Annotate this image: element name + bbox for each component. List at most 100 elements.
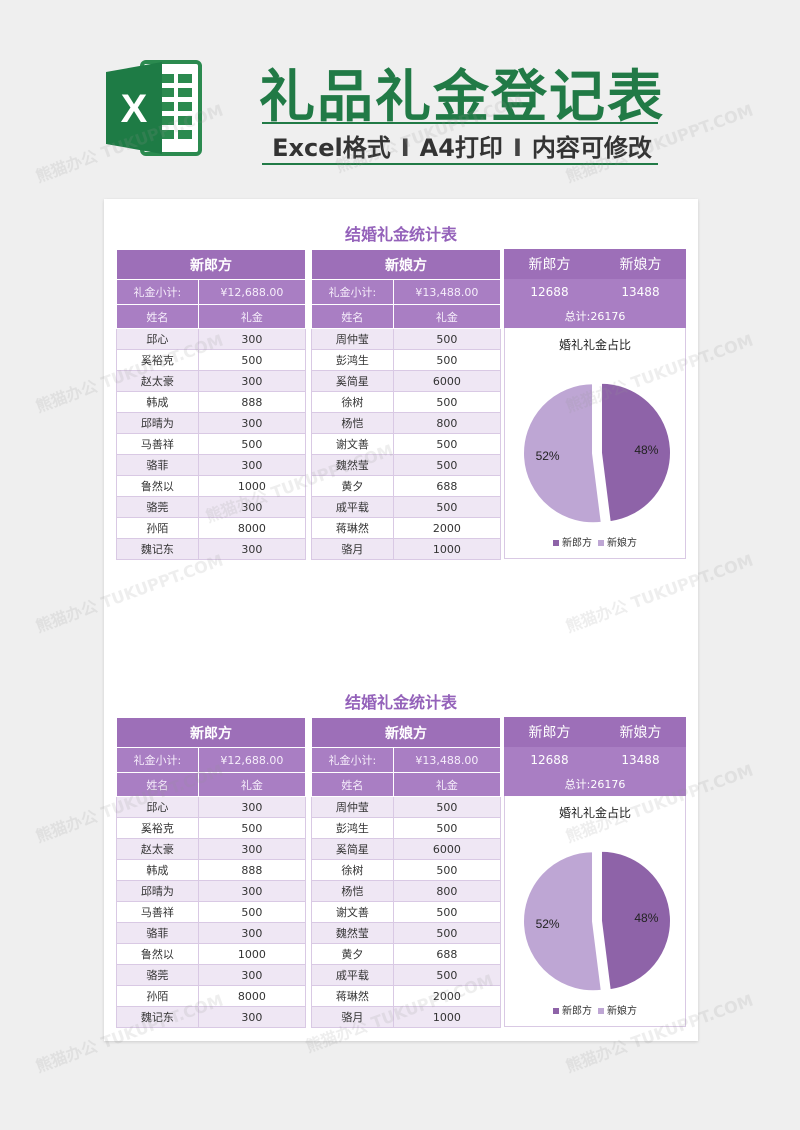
guest-name-cell: 戚平载	[311, 496, 394, 518]
summary-bride-label: 新娘方	[619, 257, 662, 273]
gift-amount-cell: 2000	[392, 985, 502, 1007]
table-row: 戚平载 500	[311, 964, 502, 986]
table-row: 赵太豪 300	[116, 838, 307, 860]
gift-amount-cell: 1000	[392, 538, 502, 560]
table-row: 邱晴为 300	[116, 880, 307, 902]
page-title: 礼品礼金登记表	[259, 65, 665, 130]
subtotal-value: ¥12,688.00	[197, 279, 307, 305]
summary-groom-total: 12688	[530, 284, 569, 299]
bride-header: 新娘方	[311, 717, 501, 748]
excel-logo-icon: X	[106, 60, 202, 156]
guest-name-cell: 骆莞	[116, 964, 199, 986]
pie-chart: 婚礼礼金占比 48% 52% 新郎方 新娘方	[504, 328, 686, 559]
subtotal-label: 礼金小计:	[311, 747, 394, 773]
table-row: 杨恺 800	[311, 412, 502, 434]
guest-name-cell: 戚平载	[311, 964, 394, 986]
gift-amount-cell: 300	[197, 922, 307, 944]
guest-name-cell: 谢文善	[311, 901, 394, 923]
guest-name-cell: 孙陌	[116, 517, 199, 539]
gift-amount-cell: 2000	[392, 517, 502, 539]
guest-name-cell: 彭鸿生	[311, 349, 394, 371]
table-row: 孙陌 8000	[116, 517, 307, 539]
groom-header: 新郎方	[116, 249, 306, 280]
groom-table: 新郎方 礼金小计: ¥12,688.00 姓名 礼金 邱心 300 奚裕克 500 赵太…	[116, 249, 307, 560]
guest-name-cell: 魏然莹	[311, 922, 394, 944]
table-row: 彭鸿生 500	[311, 817, 502, 839]
legend-item-bride: 新娘方	[598, 1002, 637, 1017]
table-row: 骆菲 300	[116, 454, 307, 476]
pie-data-label: 52%	[536, 917, 560, 931]
page-header: X 礼品礼金登记表 Excel格式 I A4打印 I 内容可修改	[0, 0, 800, 195]
column-header-amount: 礼金	[392, 772, 502, 797]
subtitle-editable: 内容可修改	[531, 134, 652, 162]
gift-amount-cell: 888	[197, 391, 307, 413]
table-row: 邱心 300	[116, 796, 307, 818]
gift-amount-cell: 500	[392, 796, 502, 818]
legend-item-bride: 新娘方	[598, 534, 637, 549]
summary-bride-total: 13488	[621, 284, 660, 299]
summary-groom-total: 12688	[530, 752, 569, 767]
summary-bride-label: 新娘方	[619, 725, 662, 741]
guest-name-cell: 谢文善	[311, 433, 394, 455]
column-header-name: 姓名	[116, 304, 199, 329]
table-row: 奚简星 6000	[311, 370, 502, 392]
gift-amount-cell: 500	[197, 817, 307, 839]
guest-name-cell: 徐树	[311, 859, 394, 881]
guest-name-cell: 邱心	[116, 328, 199, 350]
guest-name-cell: 奚简星	[311, 370, 394, 392]
pie-chart-svg: 48% 52%	[522, 849, 672, 993]
gift-amount-cell: 500	[392, 454, 502, 476]
gift-money-section: 结婚礼金统计表 新郎方 礼金小计: ¥12,688.00 姓名 礼金 邱心 300…	[104, 667, 698, 1028]
pie-slice-groom	[599, 381, 672, 524]
chart-legend: 新郎方 新娘方	[505, 1002, 685, 1017]
column-header-name: 姓名	[311, 772, 394, 797]
gift-amount-cell: 6000	[392, 838, 502, 860]
subtitle-print: A4打印	[419, 134, 503, 162]
table-row: 蒋琳然 2000	[311, 985, 502, 1007]
table-row: 魏记东 300	[116, 538, 307, 560]
guest-name-cell: 韩成	[116, 391, 199, 413]
subtitle-format: Excel格式	[272, 134, 391, 162]
gift-amount-cell: 500	[392, 391, 502, 413]
guest-name-cell: 马善祥	[116, 433, 199, 455]
summary-panel: 新郎方 新娘方 12688 13488 总计:26176 婚礼礼金占比 48% 5…	[504, 717, 686, 1027]
gift-amount-cell: 500	[392, 964, 502, 986]
title-divider	[262, 122, 658, 124]
guest-name-cell: 彭鸿生	[311, 817, 394, 839]
chart-title: 婚礼礼金占比	[558, 806, 631, 820]
table-row: 马善祥 500	[116, 433, 307, 455]
summary-groom-label: 新郎方	[528, 257, 571, 273]
table-row: 彭鸿生 500	[311, 349, 502, 371]
guest-name-cell: 骆菲	[116, 454, 199, 476]
pie-chart: 婚礼礼金占比 48% 52% 新郎方 新娘方	[504, 796, 686, 1027]
column-header-amount: 礼金	[197, 304, 307, 329]
gift-amount-cell: 300	[197, 328, 307, 350]
gift-amount-cell: 688	[392, 943, 502, 965]
guest-name-cell: 黄夕	[311, 943, 394, 965]
table-row: 韩成 888	[116, 859, 307, 881]
gift-amount-cell: 300	[197, 1006, 307, 1028]
guest-name-cell: 蒋琳然	[311, 985, 394, 1007]
pie-data-label: 48%	[634, 443, 658, 457]
table-row: 奚裕克 500	[116, 817, 307, 839]
guest-name-cell: 徐树	[311, 391, 394, 413]
svg-text:X: X	[121, 87, 148, 131]
gift-amount-cell: 300	[197, 538, 307, 560]
gift-amount-cell: 800	[392, 412, 502, 434]
table-row: 周仲莹 500	[311, 328, 502, 350]
guest-name-cell: 鲁然以	[116, 475, 199, 497]
subtotal-value: ¥12,688.00	[197, 747, 307, 773]
column-header-name: 姓名	[116, 772, 199, 797]
subtotal-label: 礼金小计:	[116, 747, 199, 773]
table-row: 赵太豪 300	[116, 370, 307, 392]
pie-chart-svg: 48% 52%	[522, 381, 672, 525]
subtotal-label: 礼金小计:	[311, 279, 394, 305]
guest-name-cell: 赵太豪	[116, 370, 199, 392]
chart-legend: 新郎方 新娘方	[505, 534, 685, 549]
summary-grand-total: 总计:26176	[504, 304, 686, 328]
gift-amount-cell: 300	[197, 412, 307, 434]
table-row: 孙陌 8000	[116, 985, 307, 1007]
table-row: 骆月 1000	[311, 538, 502, 560]
gift-amount-cell: 1000	[197, 475, 307, 497]
bride-table: 新娘方 礼金小计: ¥13,488.00 姓名 礼金 周仲莹 500 彭鸿生 500 奚…	[311, 717, 502, 1028]
